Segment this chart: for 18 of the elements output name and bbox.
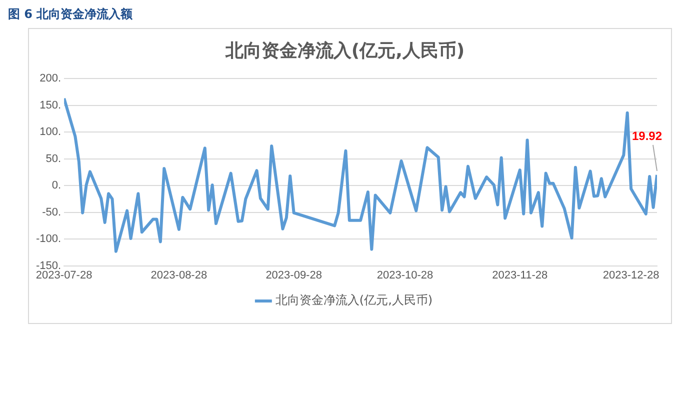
y-tick-label: 200. xyxy=(40,72,62,85)
y-tick-label: -50. xyxy=(42,206,62,218)
x-tick-label: 2023-08-28 xyxy=(150,269,208,282)
x-tick-label: 2023-11-28 xyxy=(492,269,548,282)
y-tick-label: -100. xyxy=(36,233,62,246)
y-tick-label: 50. xyxy=(46,152,62,165)
legend-label: 北向资金净流入(亿元,人民币) xyxy=(275,293,433,308)
y-tick-label: 0. xyxy=(52,180,62,192)
y-tick-label: -150. xyxy=(36,260,62,272)
x-tick-label: 2023-12-28 xyxy=(602,269,660,282)
x-tick-label: 2023-10-28 xyxy=(376,269,434,282)
y-tick-label: 100. xyxy=(40,126,62,138)
caption: 图 6 北向资金净流入额 xyxy=(8,6,134,23)
x-tick-label: 2023-09-28 xyxy=(266,269,322,282)
x-tick-label: 2023-07-28 xyxy=(36,269,92,282)
chart-title: 北向资金净流入(亿元,人民币) xyxy=(224,40,465,62)
y-tick-label: 150. xyxy=(40,99,62,112)
data-label: 19.92 xyxy=(632,129,662,144)
